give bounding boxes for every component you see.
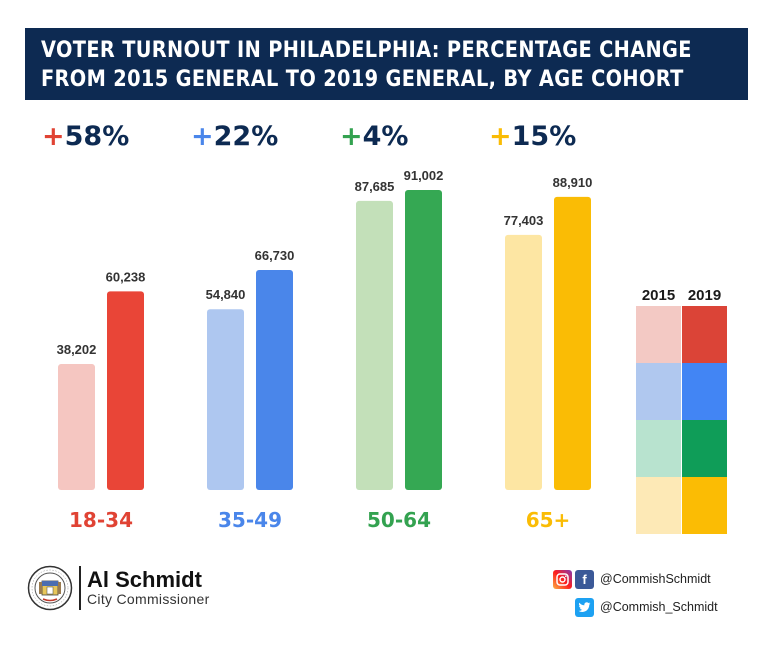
value-label-2019-50-64: 91,002 [404, 168, 444, 183]
category-label-65+: 65+ [526, 508, 571, 532]
title-line-1: VOTER TURNOUT IN PHILADELPHIA: PERCENTAG… [41, 37, 692, 63]
legend-swatch-2019-50-64 [682, 420, 727, 477]
facebook-handle[interactable]: @CommishSchmidt [600, 572, 711, 586]
person-title: City Commissioner [87, 591, 210, 607]
city-seal-icon [27, 565, 73, 611]
legend-swatch-2015-50-64 [636, 420, 681, 477]
legend-swatch-2019-65+ [682, 477, 727, 534]
bar-2015-50-64 [356, 200, 393, 490]
bar-2019-65+ [554, 196, 591, 490]
value-label-2019-35-49: 66,730 [255, 248, 295, 263]
pct-change-label-50-64: +4% [340, 121, 408, 152]
value-label-2015-65+: 77,403 [504, 213, 544, 228]
pct-change-label-65+: +15% [489, 121, 576, 152]
facebook-icon[interactable]: f [575, 569, 594, 589]
bar-2015-65+ [505, 234, 542, 490]
pct-change-label-35-49: +22% [191, 121, 278, 152]
legend-swatch-2015-65+ [636, 477, 681, 534]
bar-2019-50-64 [405, 190, 442, 490]
category-label-35-49: 35-49 [218, 508, 282, 532]
legend-swatch-2015-35-49 [636, 363, 681, 420]
bar-2019-18-34 [107, 291, 144, 490]
bar-2015-35-49 [207, 309, 244, 490]
twitter-handle[interactable]: @Commish_Schmidt [600, 600, 718, 614]
value-label-2019-18-34: 60,238 [106, 269, 146, 284]
value-label-2015-18-34: 38,202 [57, 342, 97, 357]
legend-swatch-2019-35-49 [682, 363, 727, 420]
title-line-2: FROM 2015 GENERAL TO 2019 GENERAL, BY AG… [41, 66, 684, 92]
legend-year-2019: 2019 [688, 287, 721, 304]
legend-swatch-2019-18-34 [682, 306, 727, 363]
signature-block: Al Schmidt City Commissioner [27, 563, 210, 613]
bar-2019-35-49 [256, 270, 293, 490]
pct-change-label-18-34: +58% [42, 121, 129, 152]
legend-year-2015: 2015 [642, 287, 675, 304]
name-block: Al Schmidt City Commissioner [87, 567, 210, 608]
social-handles: f @CommishSchmidt @Commish_Schmidt [553, 568, 753, 624]
divider [79, 566, 81, 610]
bar-2015-18-34 [58, 364, 95, 490]
value-label-2015-35-49: 54,840 [206, 287, 246, 302]
value-label-2015-50-64: 87,685 [355, 179, 395, 194]
legend-swatch-2015-18-34 [636, 306, 681, 363]
category-label-18-34: 18-34 [69, 508, 133, 532]
category-label-50-64: 50-64 [367, 508, 431, 532]
social-row-twitter: @Commish_Schmidt [575, 596, 753, 618]
title-banner: VOTER TURNOUT IN PHILADELPHIA: PERCENTAG… [25, 28, 748, 100]
social-row-instagram-facebook: f @CommishSchmidt [553, 568, 753, 590]
instagram-icon[interactable] [553, 569, 572, 589]
twitter-icon[interactable] [575, 597, 594, 617]
value-label-2019-65+: 88,910 [553, 175, 593, 190]
person-name: Al Schmidt [87, 567, 202, 592]
